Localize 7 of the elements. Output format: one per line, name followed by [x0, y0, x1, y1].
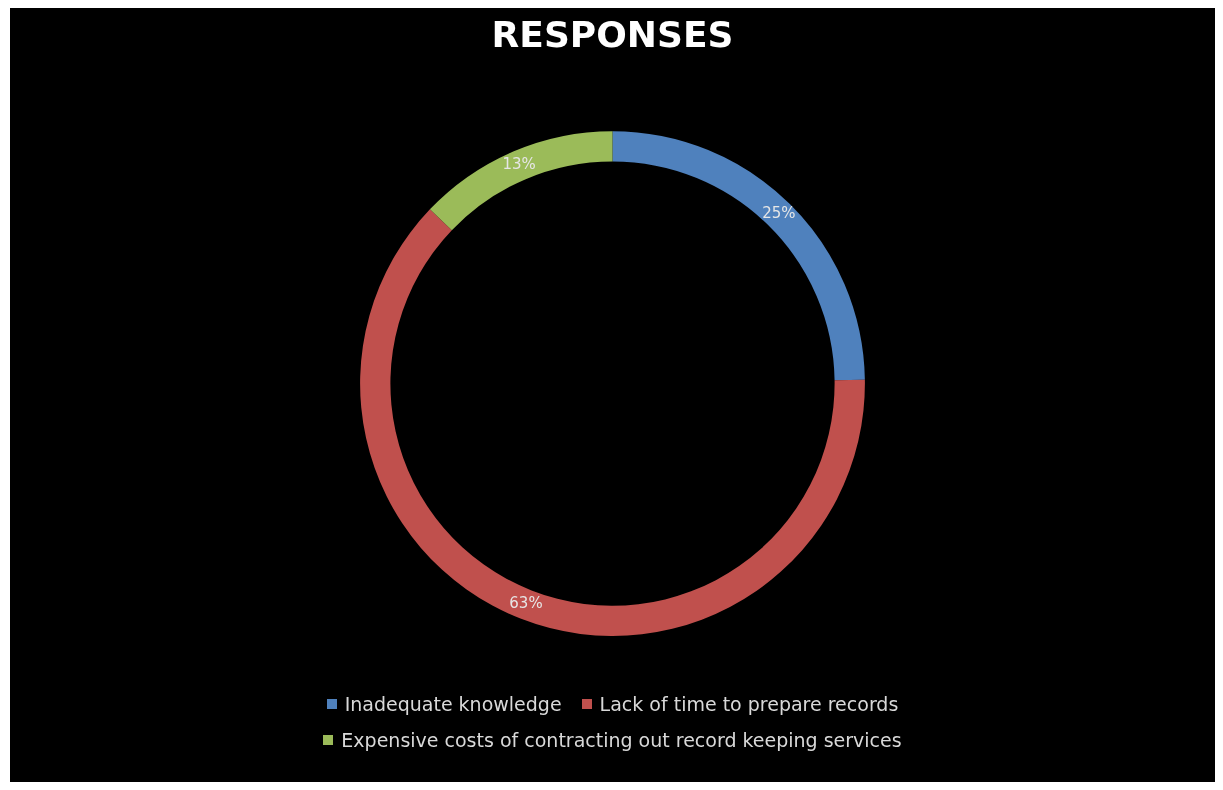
legend-label: Lack of time to prepare records [599, 693, 899, 715]
data-label: 13% [502, 155, 536, 174]
chart-title: RESPONSES [491, 13, 734, 55]
legend-label: Expensive costs of contracting out record keeping services [341, 729, 902, 751]
legend-label: Inadequate knowledge [344, 693, 562, 715]
data-label: 63% [509, 594, 543, 613]
data-label: 25% [762, 204, 796, 223]
